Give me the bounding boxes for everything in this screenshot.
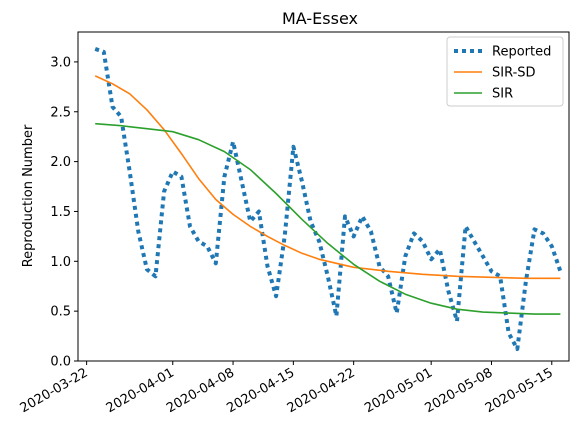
legend-label-sir-sd: SIR-SD: [492, 66, 536, 81]
series-line-sir: [95, 122, 561, 315]
series-line-reported: [94, 47, 563, 351]
y-axis-label: Reproduction Number: [21, 124, 36, 267]
legend: Reported SIR-SD SIR: [446, 36, 564, 107]
y-tick-label: 1.5: [50, 205, 71, 220]
legend-box: [446, 36, 564, 107]
y-tick-label: 0.5: [50, 305, 71, 320]
y-tick-label: 2.0: [50, 155, 71, 170]
plot-area: [94, 47, 563, 351]
y-tick-label: 2.5: [50, 105, 71, 120]
y-tick-label: 0.0: [50, 355, 71, 370]
y-tick-label: 3.0: [50, 55, 71, 70]
legend-label-reported: Reported: [492, 45, 551, 60]
legend-label-sir: SIR: [492, 87, 513, 102]
series-line-sir-sd: [94, 75, 561, 280]
y-tick-label: 1.0: [50, 255, 71, 270]
chart-title: MA-Essex: [282, 9, 358, 28]
plot-frame: [77, 31, 570, 362]
